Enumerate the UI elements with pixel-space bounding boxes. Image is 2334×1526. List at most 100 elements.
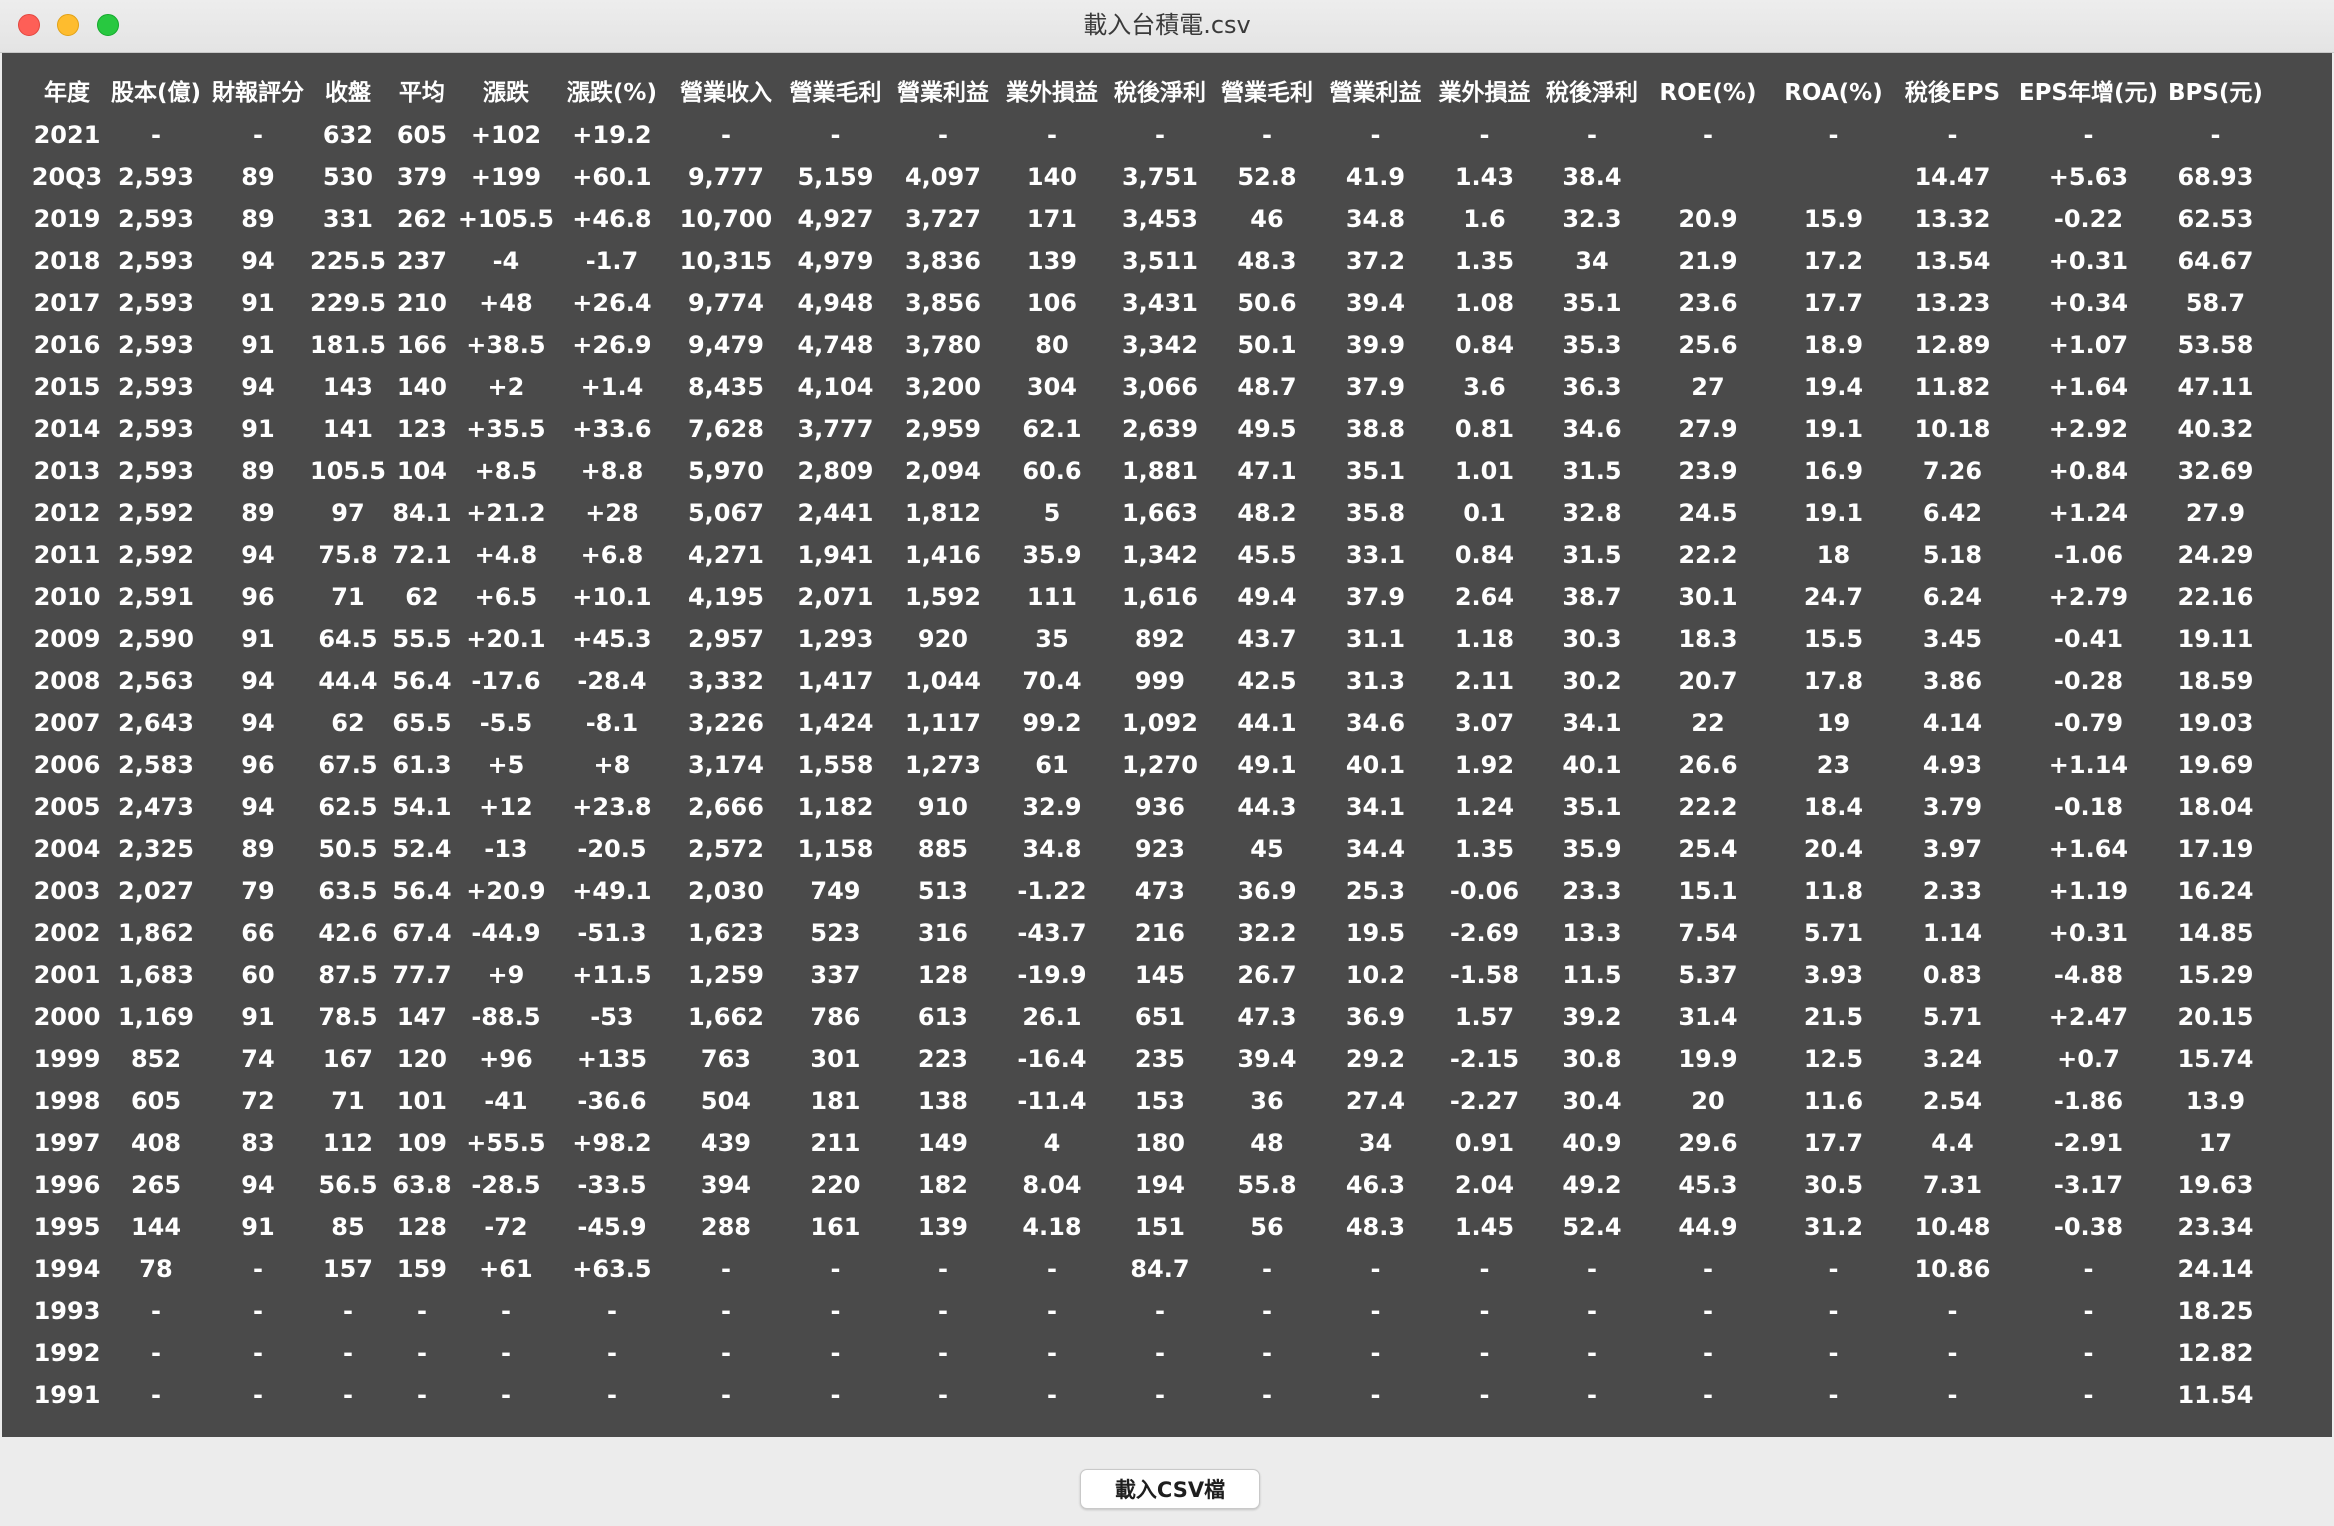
table-cell: 2.64 xyxy=(1454,583,1515,611)
table-cell: 1,044 xyxy=(904,667,981,695)
table-cell: - xyxy=(1947,1297,1958,1325)
table-cell: - xyxy=(1046,1339,1057,1367)
table-cell: 1,158 xyxy=(797,835,874,863)
table-cell: 30.3 xyxy=(1562,625,1622,653)
window-title: 載入台積電.csv xyxy=(1083,11,1251,39)
table-cell: 62.1 xyxy=(1022,415,1082,443)
table-cell: - xyxy=(1370,121,1381,149)
table-cell: - xyxy=(606,1381,617,1409)
load-csv-button[interactable]: 載入CSV檔 xyxy=(1080,1469,1260,1509)
table-cell: +0.31 xyxy=(2048,247,2129,275)
table-cell: 4,104 xyxy=(797,373,874,401)
table-cell: 439 xyxy=(700,1129,751,1157)
table-cell: 56.4 xyxy=(392,667,452,695)
table-cell: +0.34 xyxy=(2048,289,2129,317)
table-cell: 40.1 xyxy=(1345,751,1406,779)
table-cell: 166 xyxy=(396,331,447,359)
table-cell: 651 xyxy=(1134,1003,1185,1031)
table-cell: +63.5 xyxy=(572,1255,652,1283)
table-cell: 62.5 xyxy=(318,793,378,821)
table-cell: 27.9 xyxy=(2185,499,2246,527)
table-cell: 6.42 xyxy=(1922,499,1983,527)
table-cell: 18.4 xyxy=(1803,793,1864,821)
table-row: 2000 1,169 91 78.5 147 -88.5 -53 1,662 786 613 26.… xyxy=(28,996,2263,1038)
table-cell: 101 xyxy=(396,1087,447,1115)
table-cell: 30.4 xyxy=(1562,1087,1622,1115)
table-cell: 1.57 xyxy=(1454,1003,1515,1031)
table-cell: 39.9 xyxy=(1345,331,1406,359)
table-cell: 3,780 xyxy=(904,331,981,359)
table-cell: - xyxy=(1828,121,1839,149)
table-cell: 37.2 xyxy=(1345,247,1406,275)
table-row: 1999 852 74 167 120 +96 +135 763 301 223 -16.4 235 3… xyxy=(28,1038,2263,1080)
table-cell: - xyxy=(720,1381,731,1409)
table-cell: - xyxy=(1479,1297,1490,1325)
table-cell: 1,623 xyxy=(687,919,764,947)
table-cell: 38.7 xyxy=(1562,583,1622,611)
column-header: 漲跌(%) xyxy=(566,80,657,106)
table-cell: 923 xyxy=(1134,835,1185,863)
table-row: 2001 1,683 60 87.5 77.7 +9 +11.5 1,259 337 128 -19… xyxy=(28,954,2263,996)
table-row: 2008 2,563 94 44.4 56.4 -17.6 -28.4 3,332 1,417 1… xyxy=(28,660,2263,702)
table-cell: 2017 xyxy=(33,289,101,317)
table-cell: 35.3 xyxy=(1562,331,1622,359)
table-cell: 11.8 xyxy=(1803,877,1864,905)
table-cell: 4,097 xyxy=(904,163,981,191)
table-cell: 2003 xyxy=(33,877,101,905)
table-cell: -5.5 xyxy=(479,709,533,737)
table-cell: 229.5 xyxy=(310,289,386,317)
table-cell: 68.93 xyxy=(2177,163,2254,191)
table-cell: - xyxy=(830,1297,841,1325)
table-cell: +135 xyxy=(576,1045,648,1073)
table-cell: - xyxy=(253,1381,263,1409)
table-cell: 10.18 xyxy=(1914,415,1991,443)
table-cell: 23.6 xyxy=(1678,289,1738,317)
table-cell: 11.82 xyxy=(1914,373,1991,401)
table-cell: +45.3 xyxy=(572,625,652,653)
table-cell: - xyxy=(2083,121,2094,149)
table-row: 2006 2,583 96 67.5 61.3 +5 +8 3,174 1,558 1,273 61… xyxy=(28,744,2263,786)
table-cell: 0.84 xyxy=(1454,541,1515,569)
table-cell: +55.5 xyxy=(466,1129,546,1157)
table-cell: 79 xyxy=(241,877,275,905)
table-cell: 2,593 xyxy=(118,205,194,233)
table-cell: 46.3 xyxy=(1345,1171,1406,1199)
table-cell: 235 xyxy=(1134,1045,1185,1073)
table-cell: 3,836 xyxy=(904,247,981,275)
table-cell: - xyxy=(500,1381,511,1409)
table-cell: 1991 xyxy=(33,1381,101,1409)
table-cell: 48.2 xyxy=(1237,499,1297,527)
table-cell: 23.3 xyxy=(1562,877,1622,905)
table-cell: 17.2 xyxy=(1803,247,1864,275)
table-cell: 1.24 xyxy=(1454,793,1515,821)
table-cell: 632 xyxy=(322,121,374,149)
table-cell: 128 xyxy=(396,1213,447,1241)
table-cell: 89 xyxy=(241,205,275,233)
bottom-toolbar: 載入CSV檔 xyxy=(0,1437,2334,1526)
table-cell: 1,616 xyxy=(1121,583,1198,611)
maximize-window-button[interactable] xyxy=(97,14,119,36)
table-cell: 2016 xyxy=(33,331,101,359)
table-cell: 3.45 xyxy=(1922,625,1983,653)
table-cell: 60.6 xyxy=(1022,457,1082,485)
table-cell: - xyxy=(720,1339,731,1367)
close-window-button[interactable] xyxy=(18,14,40,36)
table-cell: 4.4 xyxy=(1931,1129,1974,1157)
table-cell: 3.86 xyxy=(1922,667,1983,695)
table-cell: -20.5 xyxy=(577,835,647,863)
table-cell: 9,479 xyxy=(687,331,764,359)
table-cell: - xyxy=(1154,1339,1165,1367)
table-cell: 18 xyxy=(1816,541,1851,569)
table-cell: +5 xyxy=(487,751,525,779)
table-cell: 2,592 xyxy=(118,499,194,527)
table-row: 1993 - - - - - - - - - - - - - - - - - - - 18.25 xyxy=(28,1290,2263,1332)
table-row: 2021 - - 632 605 +102 +19.2 - - - - - - - - - - - - - - xyxy=(28,114,2263,156)
table-cell: - xyxy=(1261,1255,1272,1283)
table-cell: 13.9 xyxy=(2185,1087,2246,1115)
table-cell: 145 xyxy=(1134,961,1185,989)
minimize-window-button[interactable] xyxy=(57,14,79,36)
table-row: 2016 2,593 91 181.5 166 +38.5 +26.9 9,479 4,748 3… xyxy=(28,324,2263,366)
table-cell: 2.33 xyxy=(1922,877,1983,905)
table-cell: 18.9 xyxy=(1803,331,1864,359)
table-row: 2018 2,593 94 225.5 237 -4 -1.7 10,315 4,979 3,83… xyxy=(28,240,2263,282)
